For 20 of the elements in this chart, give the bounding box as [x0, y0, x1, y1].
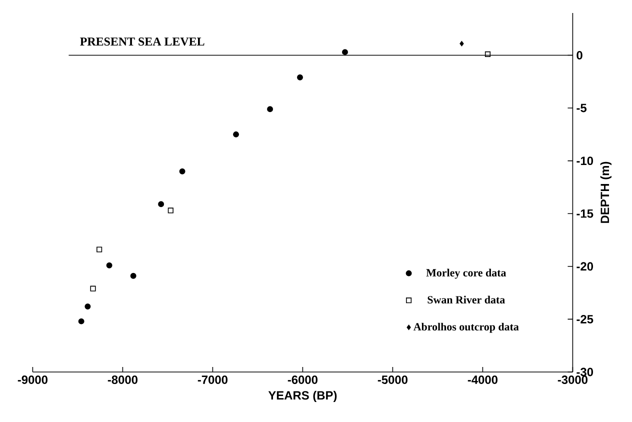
x-tick-label: -7000: [198, 376, 228, 384]
x-tick-label: -5000: [378, 376, 408, 384]
legend-label: Abrolhos outcrop data: [413, 322, 519, 333]
y-tick-label: 0: [576, 51, 582, 60]
y-tick-label: -30: [576, 368, 594, 376]
x-tick-label: -6000: [288, 376, 318, 384]
x-tick-label: -3000: [558, 376, 588, 384]
y-axis-title: DEPTH (m): [600, 162, 612, 223]
y-tick-label: -20: [576, 262, 594, 271]
x-tick-label: -4000: [468, 376, 498, 384]
x-axis-title: YEARS (BP): [268, 390, 337, 402]
x-tick-label: -8000: [108, 376, 138, 384]
legend-label: Morley core data: [426, 268, 506, 279]
y-tick-label: -25: [576, 314, 594, 324]
ref-line-label: PRESENT SEA LEVEL: [80, 38, 204, 46]
y-tick-label: -5: [576, 104, 587, 112]
x-tick-label: -9000: [18, 376, 48, 384]
legend-label: Swan River data: [428, 296, 505, 304]
y-tick-label: -10: [576, 156, 594, 166]
y-tick-label: -15: [576, 209, 594, 218]
